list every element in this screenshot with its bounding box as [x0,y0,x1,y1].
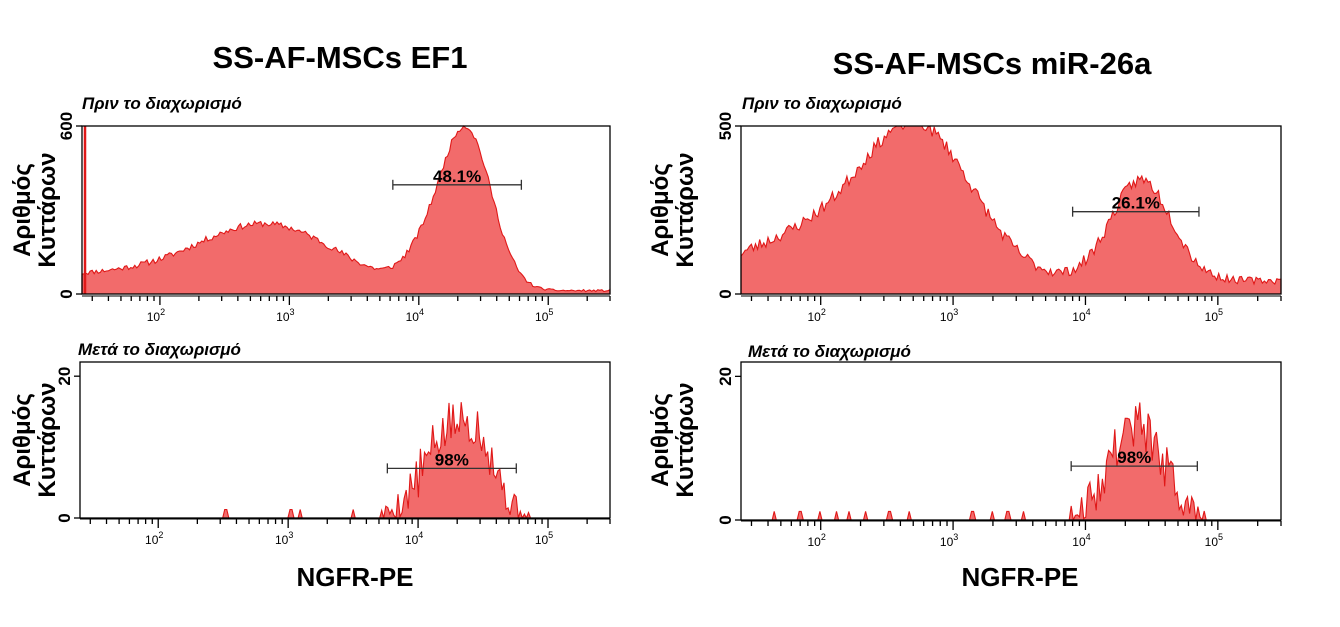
x-tick-label: 103 [276,307,294,324]
panel-subtitle: Πριν το διαχωρισμό [82,94,242,113]
x-axis-label: NGFR-PE [297,562,414,592]
plot-area: 0 500 102 103 104 105 26.1% [716,112,1282,324]
plot-area: 0 20 102 103 104 105 98% [716,361,1282,549]
histogram-area [81,125,611,295]
panel-subtitle: Πριν το διαχωρισμό [742,94,902,113]
histogram-area [80,402,610,520]
x-tick-label: 102 [808,532,826,549]
plot-frame [740,125,1282,295]
histogram-panel-mir26a-after: Μετά το διαχωρισμό Αριθμός Κυττάρων 0 20 1… [647,342,1282,592]
x-tick-label: 104 [405,530,423,547]
x-tick-label: 105 [1205,532,1223,549]
gate-percent-label: 98% [435,450,469,469]
y-tick-label: 0 [716,515,735,524]
panel-subtitle: Μετά το διαχωρισμό [748,342,911,361]
left-column-title: SS-AF-MSCs EF1 [213,40,468,75]
gate-percent-label: 26.1% [1112,194,1160,213]
y-tick-label: 0 [57,289,76,298]
y-tick-label: 20 [716,367,735,386]
panel-subtitle: Μετά το διαχωρισμό [78,340,241,359]
histogram-panel-mir26a-before: Πριν το διαχωρισμό Αριθμός Κυττάρων 0 500… [647,94,1282,324]
x-tick-label: 105 [535,530,553,547]
x-tick-label: 102 [145,530,163,547]
plot-frame [740,361,1282,521]
y-tick-label: 0 [55,513,74,522]
gate-percent-label: 98% [1117,448,1151,467]
y-axis-label-line2: Κυττάρων [672,152,699,267]
plot-frame [81,125,611,295]
x-tick-label: 104 [1072,307,1090,324]
x-tick-label: 103 [940,307,958,324]
y-tick-label: 0 [716,289,735,298]
y-axis-label-line2: Κυττάρων [672,382,699,497]
plot-area: 0 20 102 103 104 105 98% [55,361,611,547]
x-tick-label: 104 [1072,532,1090,549]
histogram-area [741,402,1281,522]
histogram-panel-ef1-before: Πριν το διαχωρισμό Αριθμός Κυττάρων 0 600… [9,94,611,324]
y-tick-label: 600 [57,112,76,140]
x-tick-label: 105 [535,307,553,324]
y-tick-label: 20 [55,367,74,386]
x-tick-label: 103 [940,532,958,549]
y-axis-label-line1: Αριθμός [647,393,674,487]
y-axis-label-line2: Κυττάρων [34,382,61,497]
x-tick-label: 102 [147,307,165,324]
gate-percent-label: 48.1% [433,167,481,186]
y-axis-label-line1: Αριθμός [9,163,36,257]
right-column-title: SS-AF-MSCs miR-26a [833,46,1152,81]
x-tick-label: 102 [808,307,826,324]
y-axis-label-line2: Κυττάρων [34,152,61,267]
histogram-area [740,125,1282,295]
x-tick-label: 104 [406,307,424,324]
x-axis-label: NGFR-PE [962,562,1079,592]
plot-area: 0 600 102 103 104 105 48.1% [57,112,611,324]
y-tick-label: 500 [716,112,735,140]
histogram-panel-ef1-after: Μετά το διαχωρισμό Αριθμός Κυττάρων 0 20 1… [9,340,611,592]
x-tick-label: 105 [1205,307,1223,324]
y-axis-label-line1: Αριθμός [647,163,674,257]
y-axis-label-line1: Αριθμός [9,393,36,487]
plot-frame [79,361,611,519]
x-tick-label: 103 [275,530,293,547]
